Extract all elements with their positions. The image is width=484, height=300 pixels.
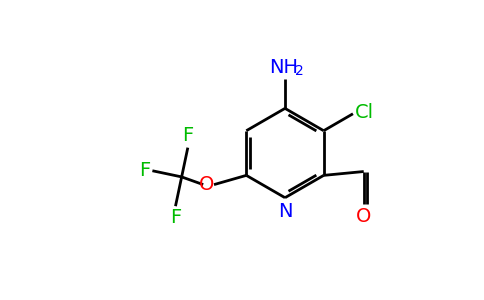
Text: F: F — [139, 161, 150, 180]
Text: O: O — [356, 207, 371, 226]
Text: Cl: Cl — [354, 103, 374, 122]
Text: F: F — [170, 208, 181, 227]
Text: O: O — [198, 175, 214, 194]
Text: 2: 2 — [295, 64, 304, 78]
Text: F: F — [182, 126, 194, 145]
Text: NH: NH — [269, 58, 298, 77]
Text: N: N — [278, 202, 292, 221]
